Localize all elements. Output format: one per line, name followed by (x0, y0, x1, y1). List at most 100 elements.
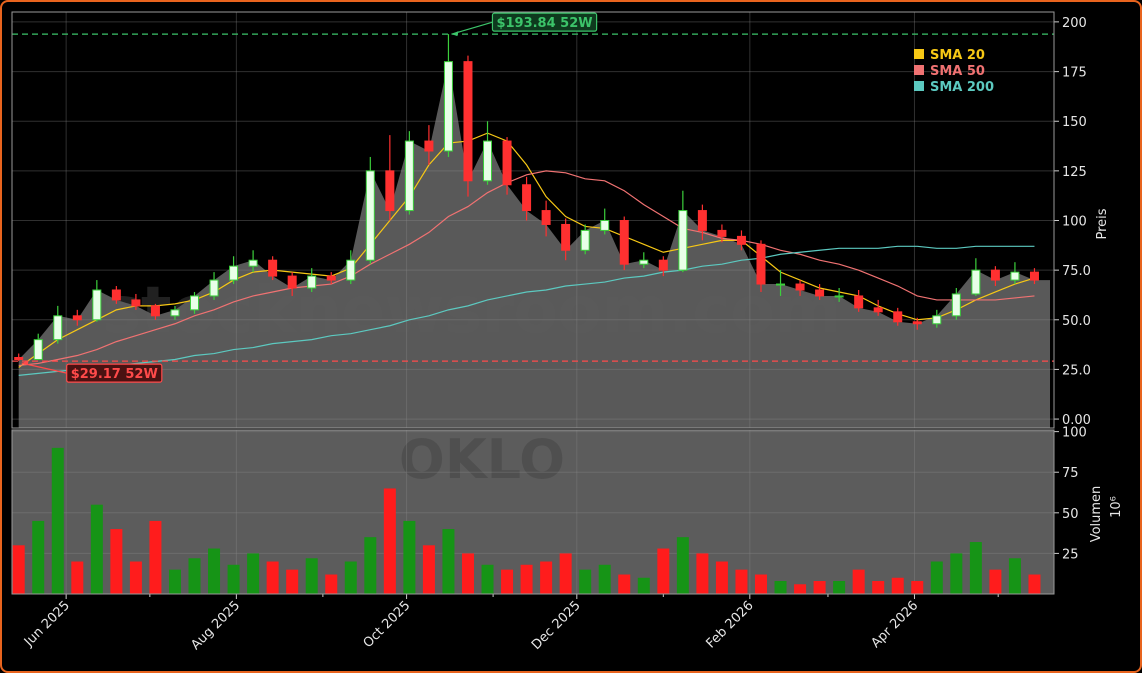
candle-body (170, 309, 180, 317)
volume-bar (852, 569, 865, 594)
volume-bar (559, 553, 572, 594)
candle-body (150, 305, 160, 317)
y-tick-label: 50.0 (1062, 314, 1091, 329)
candle-body (619, 219, 629, 265)
volume-bar (676, 537, 689, 594)
legend-label: SMA 200 (930, 80, 994, 95)
volume-bar (969, 542, 982, 594)
volume-bar (520, 564, 533, 594)
candle-body (1029, 271, 1039, 281)
candle-body (33, 339, 43, 360)
volume-bar (794, 584, 807, 594)
candle-body (131, 299, 141, 307)
sma-line (18, 132, 1035, 368)
volume-panel (12, 430, 1054, 594)
candle-body (717, 229, 727, 237)
annotation: $193.84 52W (451, 12, 598, 37)
y-tick-label: 25 (1062, 547, 1079, 562)
volume-bar (247, 553, 260, 594)
y-tick-label: 50 (1062, 507, 1079, 522)
candle-body (92, 289, 102, 321)
volume-bar (168, 569, 181, 594)
y-tick-label: 0.00 (1062, 413, 1091, 428)
candle-body (776, 283, 786, 286)
candle-body (697, 210, 707, 231)
candle-body (971, 269, 981, 295)
candle-body (932, 315, 942, 325)
x-tick-label: Aug 2025 (188, 598, 243, 653)
candle-body (483, 140, 493, 182)
volume-bar (872, 581, 885, 594)
candle-body (561, 223, 571, 251)
candle-body (248, 259, 258, 267)
candle-body (443, 61, 453, 152)
volume-bar (618, 574, 631, 594)
volume-bar (715, 561, 728, 594)
volume-bar (442, 529, 455, 594)
volume-bar (813, 581, 826, 594)
volume-bar (950, 553, 963, 594)
y-tick-label: 200 (1062, 16, 1087, 31)
volume-bar (110, 529, 123, 594)
candle-body (1010, 271, 1020, 281)
annotation-arrow (21, 362, 67, 374)
candle-body (72, 315, 82, 321)
x-tick-label: Apr 2026 (868, 598, 921, 651)
y-tick-label: 100 (1062, 426, 1087, 441)
volume-bar (227, 564, 240, 594)
candle-body (795, 283, 805, 291)
volume-bar (501, 569, 514, 594)
annotation-label: $193.84 52W (496, 16, 592, 31)
volume-bar (12, 545, 25, 594)
volume-bar (71, 561, 84, 594)
candle-body (815, 289, 825, 297)
volume-bar (149, 520, 162, 594)
x-tick-label: Feb 2026 (703, 598, 756, 651)
volume-bar (989, 569, 1002, 594)
volume-bar (930, 561, 943, 594)
legend-label: SMA 20 (930, 48, 985, 63)
y-axis-label: Preis (1095, 208, 1110, 239)
y-tick-label: 75.0 (1062, 264, 1091, 279)
volume-bar (637, 577, 650, 594)
x-tick-label: Jun 2025 (21, 598, 73, 650)
volume-bar (891, 577, 904, 594)
candle-body (990, 269, 1000, 281)
candle-body (834, 295, 844, 298)
candle-body (854, 295, 864, 309)
volume-bar (657, 548, 670, 594)
y-axis-label: Volumen (1089, 486, 1104, 543)
volume-bar (579, 569, 592, 594)
candle-body (404, 140, 414, 212)
y-tick-label: 75 (1062, 466, 1079, 481)
x-tick-label: Dec 2025 (529, 598, 584, 653)
volume-bar (286, 569, 299, 594)
candle-body (893, 311, 903, 323)
volume-bar (129, 561, 142, 594)
candle-body (463, 61, 473, 182)
candle-body (580, 229, 590, 251)
legend-label: SMA 50 (930, 64, 985, 79)
volume-bar (911, 581, 924, 594)
candle-body (736, 235, 746, 245)
annotation-arrow (451, 21, 493, 35)
y-tick-label: 150 (1062, 115, 1087, 130)
volume-bar (344, 561, 357, 594)
volume-bar (833, 581, 846, 594)
volume-bar (735, 569, 748, 594)
candle-body (268, 259, 278, 277)
volume-bar (696, 553, 709, 594)
volume-bar (754, 574, 767, 594)
volume-bar (51, 447, 64, 594)
volume-bar (1008, 558, 1021, 594)
volume-bar (188, 558, 201, 594)
x-tick-label: Oct 2025 (361, 598, 414, 651)
candle-body (111, 289, 121, 301)
candle-body (346, 259, 356, 281)
annotation-arrowhead (451, 31, 459, 37)
candle-body (229, 265, 239, 281)
watermark: OKLO (399, 428, 565, 491)
candle-body (209, 279, 219, 297)
candle-body (873, 307, 883, 313)
y-tick-label: 175 (1062, 66, 1087, 81)
